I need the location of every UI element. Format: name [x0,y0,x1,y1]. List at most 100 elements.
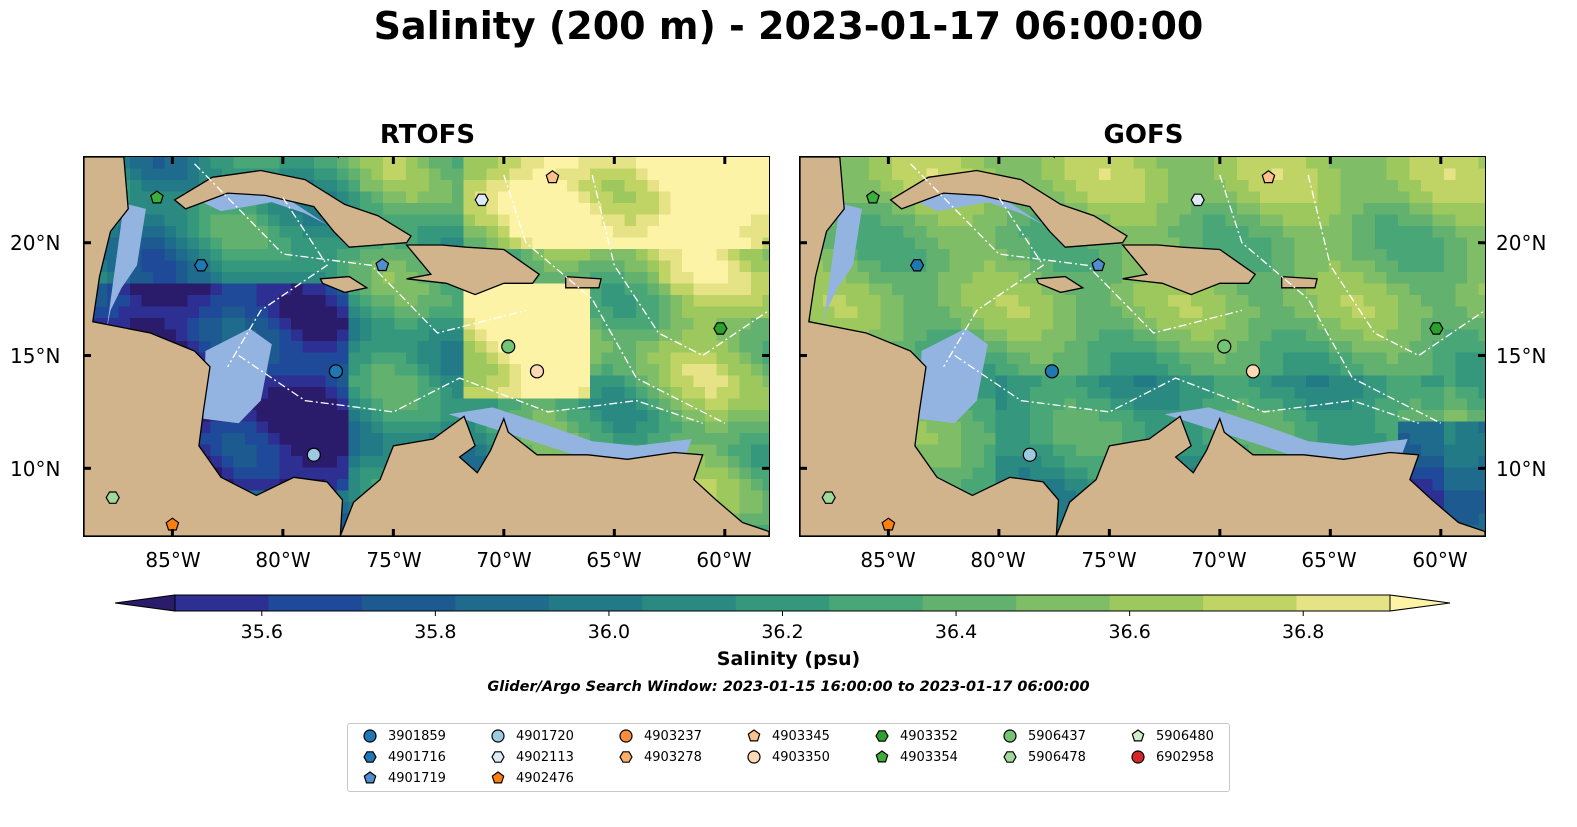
search-window-caption: Glider/Argo Search Window: 2023-01-15 16… [487,679,1090,695]
float-marker-4903352 [1429,322,1444,335]
map-gofs[interactable] [799,156,1486,537]
float-marker-4901720 [306,447,321,462]
lat-tick-label: 10°N [10,457,61,481]
legend-item: 4903354 [874,749,958,765]
lat-tick-label: 15°N [1496,344,1547,368]
legend-label: 4901716 [388,749,446,765]
lon-tick-label: 70°W [476,548,532,572]
colorbar-tick-label: 35.6 [240,621,283,643]
colorbar-tick-label: 36.8 [1282,621,1325,643]
legend-label: 5906480 [1156,728,1214,744]
legend-item: 3901859 [362,728,446,744]
legend-marker-hexagon-icon [619,751,633,763]
float-marker-5906437 [501,339,516,354]
legend-marker-circle-icon [747,750,761,764]
legend-label: 4903352 [900,728,958,744]
legend-label: 5906478 [1028,749,1086,765]
colorbar-extend-min [115,594,176,612]
land-mass [1281,275,1318,289]
land-mass [173,169,412,248]
legend-item: 4903350 [746,749,830,765]
float-marker-4903350 [1245,364,1261,379]
lon-tick-label: 65°W [1301,548,1357,572]
legend-item: 4903345 [746,728,830,744]
colorbar-segment [455,595,550,611]
land-mass [339,415,769,536]
legend-marker-circle-icon [619,729,633,743]
float-marker-5906478 [105,491,120,504]
legend-marker-hexagon-icon [491,751,505,763]
colorbar-tick-label: 36.0 [587,621,631,643]
colorbar-segment [1109,595,1204,611]
lon-tick-label: 75°W [1081,548,1137,572]
legend-label: 4901720 [516,728,574,744]
legend-marker-pentagon-icon [363,771,377,784]
legend-marker-hexagon-icon [1003,751,1017,763]
colorbar-tick-label: 36.2 [761,621,804,643]
land-mass [84,157,344,536]
legend-item: 4903237 [618,728,702,744]
legend-item: 4902113 [490,749,574,765]
eez-boundary [910,163,1243,334]
lon-tick-label: 60°W [1412,548,1468,572]
legend-item: 5906480 [1130,728,1214,744]
float-marker-5906437 [1217,339,1232,354]
legend-label: 4903354 [900,749,958,765]
legend-label: 4901719 [388,770,446,786]
panel-title-rtofs: RTOFS [379,120,476,150]
eez-boundary [943,197,1044,368]
colorbar-segment [642,595,737,611]
eez-boundary [238,354,703,424]
float-marker-4903354 [865,190,880,204]
shelf-area [106,204,146,333]
colorbar-extend-max [1389,594,1451,612]
eez-boundary [954,354,1419,424]
land-mass [889,169,1128,248]
land-mass [800,157,1060,536]
float-marker-4902113 [474,193,489,207]
float-marker-4903345 [545,170,560,184]
legend-item: 4902476 [490,770,574,786]
legend-item: 5906478 [1002,749,1086,765]
shelf-area [919,328,988,424]
map-rtofs[interactable] [83,156,770,537]
colorbar [115,594,1451,616]
colorbar-tick-label: 36.4 [934,621,978,643]
colorbar-segment [829,595,924,611]
legend-label: 4903350 [772,749,830,765]
lon-tick-label: 85°W [860,548,916,572]
shelf-area [1164,407,1408,462]
legend-label: 4902476 [516,770,574,786]
float-marker-5906478 [821,491,836,504]
colorbar-segment [1203,595,1298,611]
float-marker-4901720 [1022,447,1037,462]
lon-tick-label: 65°W [586,548,642,572]
lon-tick-label: 80°W [255,548,311,572]
legend-marker-pentagon-icon [747,729,761,742]
land-mass [405,244,541,296]
legend-label: 3901859 [388,728,446,744]
float-marker-4902113 [1190,193,1205,207]
legend-marker-hexagon-icon [875,730,889,742]
lon-tick-label: 85°W [145,548,201,572]
legend-item: 6902958 [1130,749,1214,765]
legend-marker-pentagon-icon [491,771,505,784]
main-title: Salinity (200 m) - 2023-01-17 06:00:00 [373,4,1204,48]
panel-title-gofs: GOFS [1103,120,1184,150]
colorbar-segment [548,595,643,611]
float-marker-4901719 [375,258,390,272]
lon-tick-label: 70°W [1191,548,1247,572]
legend-item: 4903352 [874,728,958,744]
legend-marker-circle-icon [363,729,377,743]
legend-marker-circle-icon [1131,750,1145,764]
shelf-area [203,328,272,424]
eez-boundary [227,197,328,368]
land-mass [319,275,369,294]
map-gofs-canvas [800,157,1485,536]
shelf-area [448,407,692,462]
shelf-area [822,204,862,333]
lat-tick-label: 20°N [10,231,61,255]
lon-tick-label: 60°W [696,548,752,572]
legend-marker-circle-icon [491,729,505,743]
legend-label: 4902113 [516,749,574,765]
